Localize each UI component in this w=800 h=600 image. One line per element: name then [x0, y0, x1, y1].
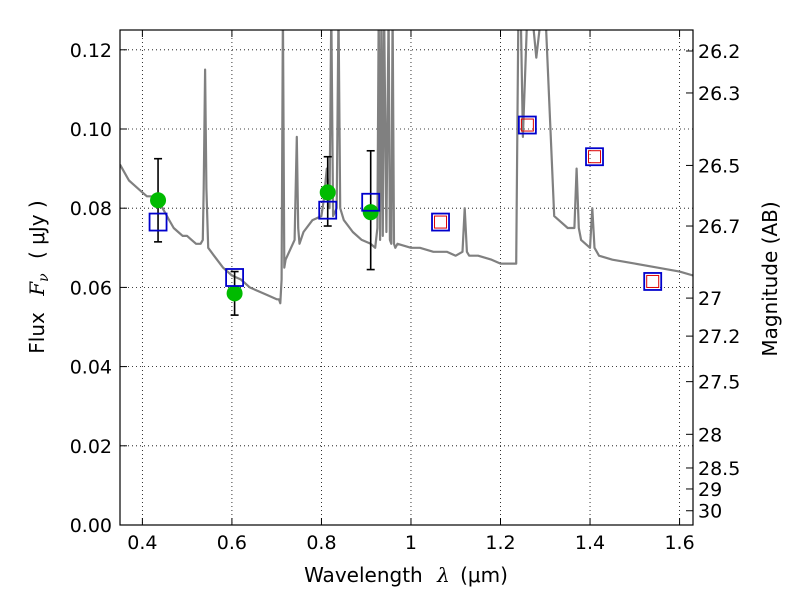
x-tick-label: 1 — [405, 532, 417, 554]
x-tick-label: 1.4 — [575, 532, 605, 554]
model-spectrum-line — [120, 30, 693, 305]
error-bars — [154, 149, 375, 316]
mag-tick-label: 27 — [698, 288, 722, 310]
y-tick-label: 0.00 — [70, 515, 112, 537]
mag-tick-label: 28.5 — [698, 458, 740, 480]
axis-ticks: 0.4 0.6 0.8 1 1.2 1.4 1.6 0.00 0.02 0.04 0.06 0.08 0… — [70, 30, 740, 554]
mag-tick-label: 26.5 — [698, 155, 740, 177]
model-square-blue — [585, 147, 604, 167]
mag-tick-label: 27.5 — [698, 372, 740, 394]
model-square-blue — [517, 115, 537, 135]
y-axis-label: Flux Fν ( μJy ) — [25, 200, 53, 353]
y-tick-label: 0.10 — [70, 119, 112, 141]
x-axis-label: Wavelength λ (μm) — [304, 563, 508, 587]
x-tick-label: 1.6 — [664, 532, 694, 554]
observed-point — [319, 184, 336, 201]
model-square-blue — [643, 272, 663, 291]
y-tick-label: 0.08 — [70, 198, 112, 220]
x-tick-label: 0.4 — [127, 532, 157, 554]
mag-tick-label: 26.7 — [698, 216, 740, 238]
y-tick-label: 0.06 — [70, 277, 112, 299]
mag-tick-label: 26.2 — [698, 41, 740, 63]
model-square-blue — [148, 212, 168, 232]
y-axis-label-symbol: F — [25, 281, 49, 297]
x-tick-label: 0.6 — [217, 532, 247, 554]
y-axis-label-unit: ( μJy ) — [25, 200, 49, 259]
model-square-red — [588, 150, 602, 164]
observed-point — [362, 204, 379, 221]
mag-tick-label: 29 — [698, 479, 722, 501]
model-square-blue — [361, 192, 381, 212]
y-tick-label: 0.12 — [70, 40, 112, 62]
model-square-red — [520, 118, 534, 132]
model-square-red — [434, 215, 448, 229]
observed-point — [226, 285, 243, 302]
mag-tick-label: 26.3 — [698, 83, 740, 105]
model-squares — [148, 115, 663, 291]
model-square-blue — [225, 268, 245, 287]
mag-tick-label: 27.2 — [698, 326, 740, 348]
y-axis-label-prefix: Flux — [25, 312, 49, 354]
y-tick-label: 0.02 — [70, 436, 112, 458]
mag-tick-label: 28 — [698, 424, 722, 446]
plot-frame — [119, 29, 694, 526]
x-tick-label: 1.2 — [485, 532, 515, 554]
grid-lines — [120, 30, 693, 526]
x-axis-label-symbol: λ — [436, 563, 450, 587]
y-tick-label: 0.04 — [70, 357, 112, 379]
observed-point — [150, 192, 167, 209]
y-axis-label-subscript: ν — [36, 273, 52, 282]
x-axis-label-unit: (μm) — [460, 563, 508, 587]
x-tick-label: 0.8 — [306, 532, 336, 554]
model-square-blue — [318, 200, 338, 220]
observed-points — [150, 184, 379, 302]
model-square-red — [646, 274, 660, 288]
model-square-blue — [431, 212, 450, 232]
x-axis-label-prefix: Wavelength — [304, 563, 423, 587]
y2-axis-label: Magnitude (AB) — [758, 201, 782, 356]
plot-area — [120, 30, 693, 316]
mag-tick-label: 30 — [698, 501, 722, 523]
